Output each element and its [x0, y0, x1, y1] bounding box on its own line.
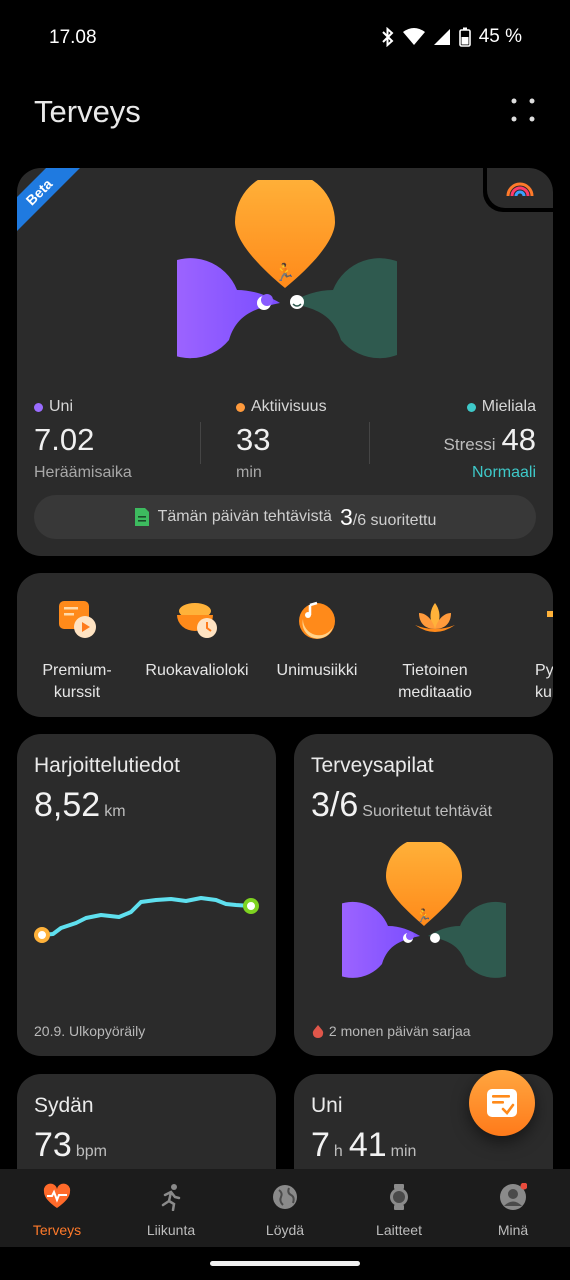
more-options-icon[interactable]: [510, 97, 536, 123]
shortcuts-card: Premium-kurssit Ruokavalioloki Unimusiik…: [17, 573, 553, 717]
globe-icon: [273, 1185, 297, 1209]
page-title: Terveys: [34, 94, 141, 129]
route-graph: [34, 896, 259, 943]
activity-label: Aktiivisuus: [251, 398, 327, 415]
shortcut-diet-log[interactable]: Ruokavalioloki: [137, 597, 257, 682]
stress-label: Stressi: [443, 435, 496, 455]
heart-value: 73 bpm: [34, 1126, 107, 1164]
stress-row: Stressi 48: [444, 422, 536, 458]
shortcut-label: Unimusiikki: [276, 662, 358, 679]
runner-icon: [161, 1184, 181, 1212]
health-clover-card[interactable]: Beta 🏃 Uni 7.02 Heräämisaika Aktii: [17, 168, 553, 556]
battery-percent: 45 %: [478, 26, 522, 47]
watch-icon: [390, 1184, 408, 1210]
clover-progress: 3/6 Suoritetut tehtävät: [311, 786, 493, 824]
tab-label: Löydä: [265, 1222, 305, 1238]
sleep-duration: 7 h 41 min: [311, 1126, 417, 1164]
stress-status: Normaali: [471, 464, 536, 482]
mood-stat: Mieliala Stressi 48 Normaali: [444, 398, 536, 482]
wifi-icon: [402, 28, 425, 45]
person-icon: [500, 1182, 528, 1210]
shortcut-label: Pykunnos: [535, 662, 553, 701]
mood-dot: [466, 402, 476, 412]
sleep-stat: Uni 7.02 Heräämisaika: [34, 398, 132, 482]
workout-distance: 8,52 km: [34, 786, 126, 824]
activity-stat: Aktiivisuus 33 min: [236, 398, 327, 482]
rings-icon: [506, 182, 534, 197]
sleep-sub: Heräämisaika: [34, 464, 132, 482]
video-course-icon: [59, 601, 96, 638]
workout-title: Harjoittelutiedot: [34, 754, 180, 777]
shortcut-label: Premium-kurssit: [42, 662, 112, 701]
stress-value: 48: [501, 422, 536, 458]
tasks-count: 3/6 suoritettu: [339, 503, 437, 530]
battery-icon: [458, 27, 471, 47]
beta-badge: Beta: [17, 168, 82, 235]
lotus-icon: [415, 603, 455, 632]
svg-text:🏃: 🏃: [274, 262, 295, 282]
workout-footer: 20.9. Ulkopyöräily: [34, 1023, 146, 1039]
shortcut-cycling[interactable]: Pykunnos: [495, 597, 553, 704]
food-bowl-clock-icon: [177, 603, 217, 638]
tab-label: Laitteet: [376, 1222, 422, 1238]
workout-tile[interactable]: Harjoittelutiedot 8,52 km 20.9. Ulkopyörä…: [17, 734, 276, 1056]
tab-label: Minä: [497, 1222, 529, 1238]
shortcut-meditation[interactable]: Tietoinen meditaatio: [375, 597, 495, 704]
tab-exercise[interactable]: Liikunta: [114, 1183, 228, 1238]
shortcut-premium-courses[interactable]: Premium-kurssit: [17, 597, 137, 704]
health-clover-tile[interactable]: Terveysapilat 3/6 Suoritetut tehtävät 🏃 2…: [294, 734, 553, 1056]
tab-me[interactable]: Minä: [456, 1182, 570, 1238]
bike-icon: [547, 611, 553, 617]
shortcut-label: Tietoinen meditaatio: [398, 662, 472, 701]
document-icon: [134, 508, 149, 526]
health-clover-graphic: 🏃: [177, 180, 397, 359]
rings-button-frame: [483, 168, 553, 212]
sleep-dot: [34, 402, 43, 412]
divider: [369, 422, 370, 464]
signal-icon: [433, 29, 450, 45]
status-icons: 45 %: [381, 26, 522, 48]
edit-cards-button[interactable]: [469, 1070, 535, 1136]
sleep-value: 7.02: [34, 422, 95, 458]
clover-title: Terveysapilat: [311, 754, 434, 777]
mood-label: Mieliala: [481, 398, 536, 415]
activity-value: 33: [236, 422, 271, 458]
flame-icon: [312, 1025, 324, 1038]
hero-stats: Uni 7.02 Heräämisaika Aktiivisuus 33 min…: [17, 398, 553, 488]
status-bar: 17.08 45 %: [0, 0, 570, 76]
home-indicator[interactable]: [210, 1261, 360, 1266]
tab-label: Terveys: [32, 1222, 82, 1238]
sleep-title: Uni: [311, 1094, 343, 1117]
sleep-label: Uni: [49, 398, 74, 415]
heart-pulse-icon: [43, 1183, 71, 1208]
daily-tasks-button[interactable]: Tämän päivän tehtävistä 3/6 suoritettu: [34, 495, 536, 539]
tasks-prefix: Tämän päivän tehtävistä: [157, 508, 332, 525]
streak-row: 2 monen päivän sarjaa: [311, 1023, 471, 1039]
svg-text:🏃: 🏃: [416, 908, 432, 923]
bottom-tab-bar: Terveys Liikunta Löydä Laitteet Minä: [0, 1169, 570, 1247]
divider: [200, 422, 201, 464]
sleep-music-icon: [299, 601, 335, 639]
heart-title: Sydän: [34, 1094, 94, 1117]
tab-health[interactable]: Terveys: [0, 1183, 114, 1238]
shortcut-label: Ruokavalioloki: [145, 662, 249, 679]
health-clover-small-graphic: 🏃: [342, 842, 506, 978]
status-time: 17.08: [49, 27, 97, 48]
rings-button[interactable]: [487, 168, 553, 208]
tab-label: Liikunta: [146, 1222, 196, 1238]
activity-sub: min: [236, 464, 262, 482]
edit-list-icon: [487, 1089, 517, 1117]
tab-discover[interactable]: Löydä: [228, 1183, 342, 1238]
shortcut-sleep-music[interactable]: Unimusiikki: [257, 597, 377, 682]
bluetooth-icon: [381, 27, 394, 47]
tab-devices[interactable]: Laitteet: [342, 1183, 456, 1238]
activity-dot: [236, 402, 245, 412]
